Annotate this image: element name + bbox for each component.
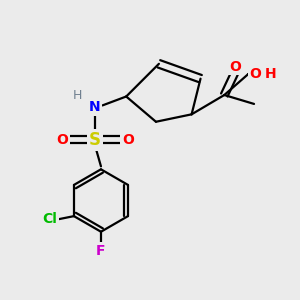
Text: Cl: Cl	[43, 212, 58, 226]
Text: O: O	[122, 133, 134, 147]
Text: O: O	[229, 60, 241, 74]
Text: H: H	[73, 88, 82, 101]
Text: O: O	[56, 133, 68, 147]
Text: N: N	[89, 100, 101, 114]
Text: S: S	[89, 130, 101, 148]
Text: F: F	[96, 244, 106, 258]
Text: H: H	[265, 67, 276, 81]
Text: O: O	[250, 67, 262, 81]
